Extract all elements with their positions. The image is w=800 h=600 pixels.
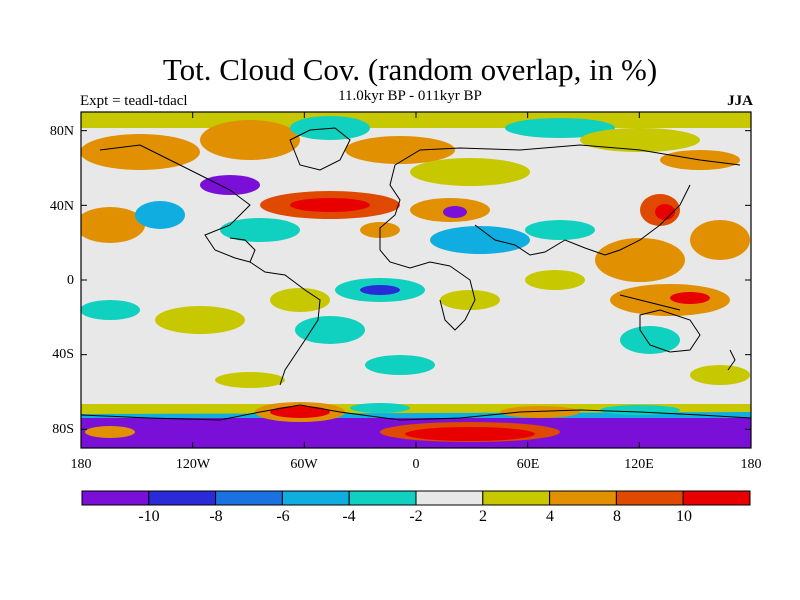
- colorbar-label: -6: [276, 508, 290, 525]
- colorbar-swatch: [281, 490, 350, 506]
- axis-ticks: [80, 112, 752, 448]
- colorbar-swatch: [148, 490, 217, 506]
- colorbar-label: 4: [546, 508, 554, 525]
- colorbar-swatch: [415, 490, 484, 506]
- arctic-anomaly-band: [81, 112, 751, 226]
- colorbar-label: 8: [613, 508, 621, 525]
- y-tick-label: 80S: [52, 422, 74, 437]
- season-label: JJA: [727, 93, 753, 109]
- x-tick-label: 120E: [624, 457, 654, 472]
- coastlines: [81, 127, 751, 421]
- map-title: Tot. Cloud Cov. (random overlap, in %): [162, 52, 658, 87]
- x-tick-label: 60E: [516, 457, 540, 472]
- colorbar-swatch: [549, 490, 617, 506]
- x-tick-label: 0: [412, 457, 420, 472]
- experiment-label: Expt = teadl-tdacl: [80, 93, 188, 109]
- tropical-anomaly-patches: [81, 201, 750, 388]
- colorbar-label: -8: [209, 508, 223, 525]
- x-tick-label: 180: [740, 457, 762, 472]
- colorbar-swatch: [348, 490, 417, 506]
- y-tick-label: 40S: [52, 347, 74, 362]
- colorbar-label: -2: [409, 508, 423, 525]
- colorbar-swatch: [482, 490, 551, 506]
- y-tick-label: 80N: [49, 124, 74, 139]
- colorbar-swatch: [215, 490, 283, 506]
- colorbar-label: 10: [676, 508, 692, 525]
- y-tick-label: 40N: [49, 199, 74, 214]
- x-tick-label: 180: [70, 457, 92, 472]
- colorbar-label: -10: [138, 508, 160, 525]
- colorbar-label: -4: [342, 508, 356, 525]
- antarctic-anomaly-band: [81, 402, 751, 448]
- colorbar-label: 2: [479, 508, 487, 525]
- x-tick-label: 120W: [175, 457, 211, 472]
- y-tick-label: 0: [67, 273, 74, 288]
- colorbar-swatch: [682, 490, 751, 506]
- colorbar-swatch: [615, 490, 684, 506]
- colorbar-swatch: [81, 490, 150, 506]
- map-subtitle: 11.0kyr BP - 011kyr BP: [338, 88, 482, 104]
- x-tick-label: 60W: [290, 457, 318, 472]
